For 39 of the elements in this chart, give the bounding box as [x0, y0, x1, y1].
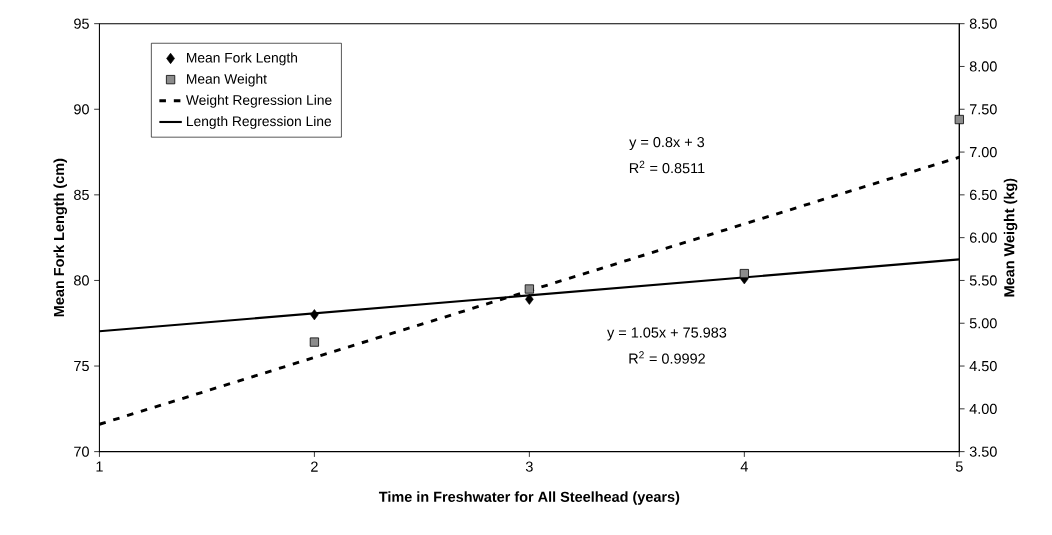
annotation: R$^{2}$ = 0.8511 — [629, 160, 705, 174]
legend-label: Mean Weight — [187, 73, 267, 87]
y-tick-label: 95 — [74, 18, 89, 29]
point — [954, 114, 964, 124]
y2-tick-label: 6.00 — [969, 232, 997, 243]
legend-label: Length Regression Line — [187, 115, 332, 129]
point — [524, 284, 534, 294]
y2-tick-label: 5.00 — [969, 317, 997, 329]
y2-tick-label: 7.50 — [969, 103, 997, 115]
y2-tick-label: 8.50 — [969, 18, 997, 29]
x-tick-label: 2 — [311, 461, 318, 472]
y2-tick-label: 5.50 — [969, 275, 997, 286]
x-tick-label: 5 — [955, 461, 963, 472]
y2-tick-label: 4.00 — [969, 403, 997, 414]
x-axis-title: Time in Freshwater for All Steelhead (years) — [378, 491, 680, 505]
y-tick-label: 80 — [74, 275, 89, 286]
y-tick-label: 85 — [74, 189, 89, 200]
y2-tick-label: 7.00 — [969, 146, 997, 157]
y2-axis-title: Mean Weight (kg) — [1003, 178, 1018, 297]
annotation: y = 1.05x + 75.983 — [607, 327, 727, 341]
y2-tick-label: 3.50 — [969, 446, 997, 457]
point — [310, 308, 319, 320]
point — [739, 268, 749, 278]
y-tick-label: 90 — [74, 103, 89, 115]
y-tick-label: 75 — [74, 360, 89, 371]
x-tick-label: 4 — [740, 461, 748, 472]
y-tick-label: 70 — [74, 446, 89, 457]
legend-label: Mean Fork Length — [187, 52, 298, 66]
legend-label: Weight Regression Line — [185, 94, 332, 108]
point — [525, 293, 534, 305]
y2-tick-label: 4.50 — [969, 360, 997, 371]
point — [309, 337, 320, 347]
y-axis-title: Mean Fork Length (cm) — [53, 158, 68, 317]
y2-tick-label: 8.00 — [969, 61, 997, 72]
x-tick-label: 3 — [525, 461, 533, 472]
x-tick-label: 1 — [96, 461, 103, 472]
annotation: y = 0.8x + 3 — [629, 136, 705, 150]
y2-tick-label: 6.50 — [969, 189, 997, 200]
annotation: R$^{2}$ = 0.9992 — [629, 351, 705, 364]
